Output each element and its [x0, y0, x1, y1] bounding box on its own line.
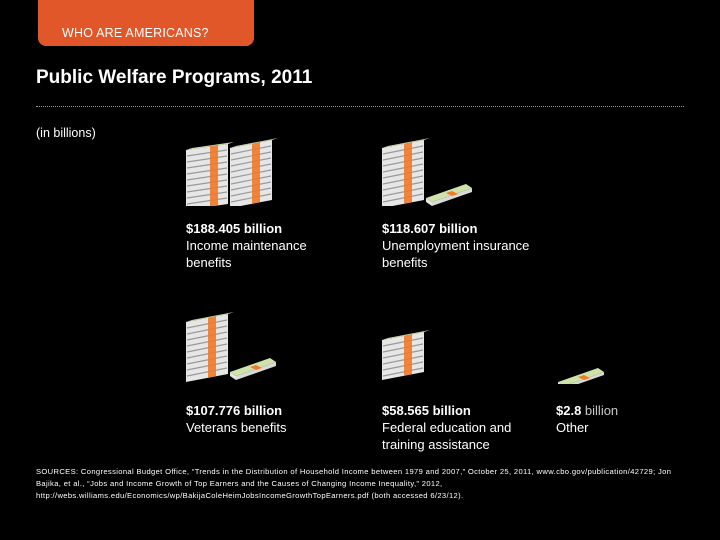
money-stack-two-icon	[186, 138, 278, 206]
money-stack-half-icon	[382, 330, 430, 380]
section-tab: WHO ARE AMERICANS?	[38, 0, 254, 46]
page-title: Public Welfare Programs, 2011	[36, 67, 313, 88]
program-label: Income maintenance benefits	[186, 238, 307, 270]
program-label: Unemployment insurance benefits	[382, 238, 530, 270]
program-amount: $118.607 billion	[382, 221, 478, 236]
program-amount-unit: billion	[581, 403, 619, 418]
program-amount: $188.405 billion	[186, 221, 283, 236]
program-amount: $2.8 billion	[556, 402, 676, 419]
divider	[36, 106, 684, 107]
section-tab-label: WHO ARE AMERICANS?	[62, 26, 209, 40]
money-stack-one-and-small-icon	[186, 312, 276, 382]
program-amount: $58.565 billion	[382, 403, 471, 418]
money-stack-one-and-small-icon	[382, 138, 472, 206]
unit-note: (in billions)	[36, 126, 96, 140]
program-label: Federal education and training assistanc…	[382, 420, 512, 452]
money-bill-icon	[558, 368, 604, 384]
sources-footnote: SOURCES: Congressional Budget Office, “T…	[36, 467, 672, 500]
program-label: Other	[556, 420, 589, 435]
program-label: Veterans benefits	[186, 420, 287, 435]
program-amount: $107.776 billion	[186, 403, 283, 418]
program-amount-value: $2.8	[556, 403, 582, 418]
